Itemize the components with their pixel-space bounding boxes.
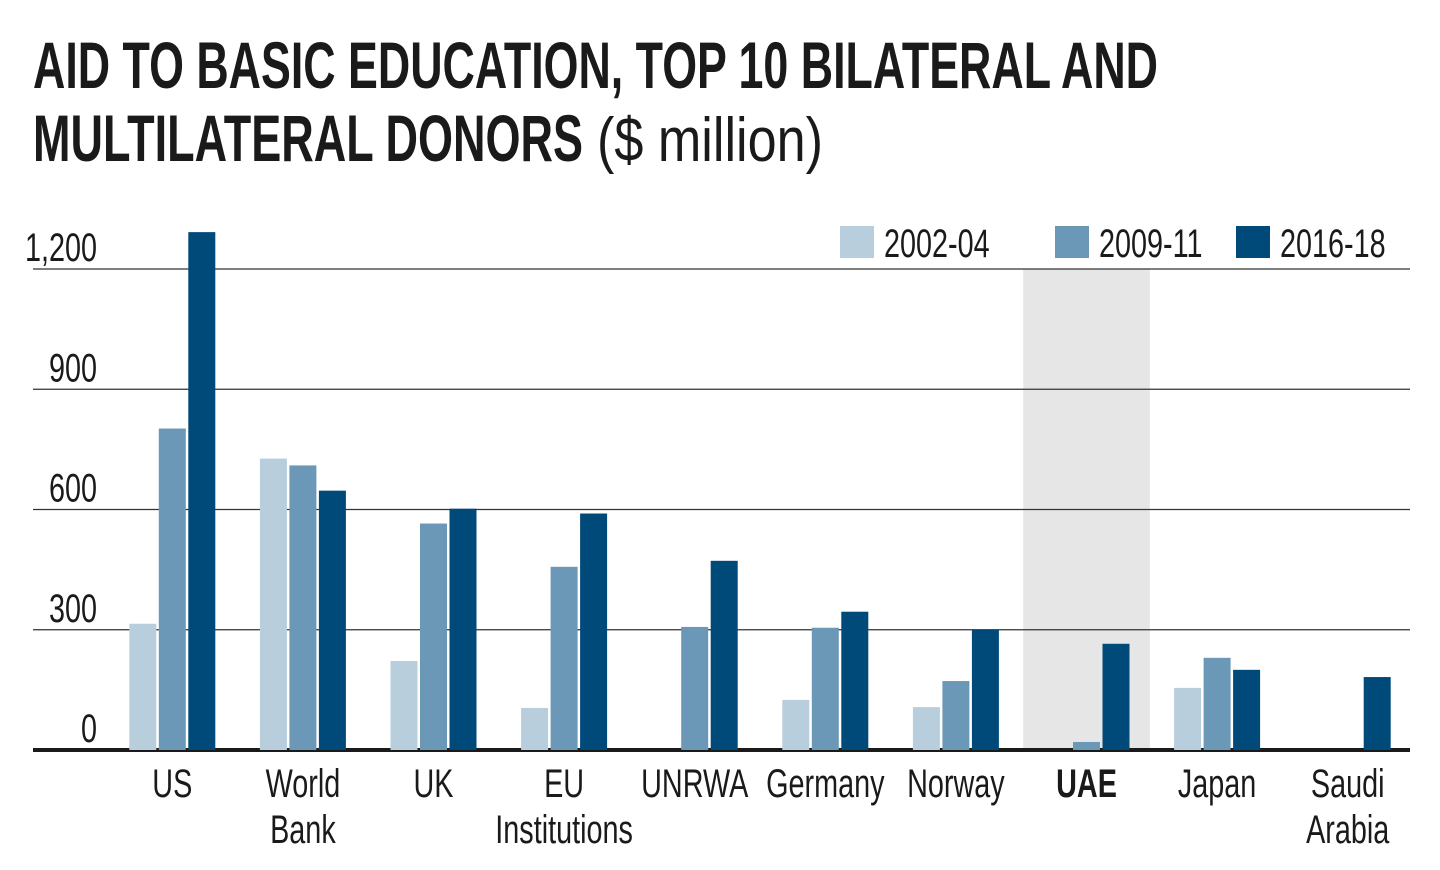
bar	[782, 699, 810, 750]
x-tick-label: UK	[414, 761, 454, 806]
bar	[1203, 657, 1231, 750]
bar	[811, 627, 839, 750]
chart-title: AID TO BASIC EDUCATION, TOP 10 BILATERAL…	[33, 28, 1158, 102]
bar	[129, 623, 157, 750]
bar	[259, 458, 287, 750]
legend-swatch	[1236, 226, 1270, 258]
bar	[521, 707, 549, 750]
bar	[1363, 677, 1391, 750]
y-tick-label: 1,200	[25, 225, 97, 270]
bar	[1102, 643, 1130, 750]
x-tick-label: Saudi Arabia	[1306, 761, 1390, 852]
bar	[550, 566, 578, 750]
bar	[681, 626, 709, 750]
bar	[318, 490, 346, 750]
x-tick-label: Germany	[766, 761, 885, 806]
x-tick-label: UNRWA	[641, 761, 749, 806]
bar	[971, 629, 999, 750]
x-tick-label: UAE	[1056, 761, 1117, 806]
bar	[188, 232, 216, 750]
bar	[390, 661, 418, 750]
x-tick-label: Japan	[1178, 761, 1256, 806]
bar	[420, 523, 447, 750]
y-tick-label: 300	[49, 586, 97, 631]
bar	[710, 560, 738, 750]
y-tick-label: 600	[49, 466, 97, 511]
bar	[841, 611, 869, 750]
x-tick-label: World Bank	[266, 761, 341, 852]
bar	[580, 513, 608, 750]
x-tick-label: EU Institutions	[495, 761, 633, 852]
bar	[1073, 741, 1100, 750]
bar	[449, 508, 477, 750]
legend-label: 2009-11	[1099, 221, 1203, 266]
legend-swatch	[840, 226, 874, 258]
bar	[1174, 687, 1202, 750]
x-tick-label: US	[152, 761, 192, 806]
x-tick-label: Norway	[907, 761, 1005, 806]
legend-label: 2016-18	[1280, 221, 1386, 266]
bar	[942, 681, 970, 750]
y-tick-label: 0	[81, 706, 97, 751]
bar	[912, 707, 940, 750]
legend-label: 2002-04	[884, 221, 990, 266]
legend-swatch	[1055, 226, 1089, 258]
bar	[289, 465, 317, 750]
y-tick-label: 900	[49, 346, 97, 391]
chart-title: MULTILATERAL DONORS	[33, 101, 583, 175]
bar	[158, 428, 186, 750]
bar	[1233, 669, 1261, 750]
chart-unit: ($ million)	[597, 106, 823, 175]
